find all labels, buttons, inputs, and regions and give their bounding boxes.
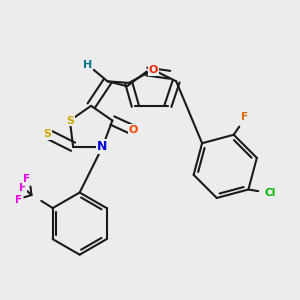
Text: F: F	[241, 112, 248, 122]
Text: S: S	[43, 129, 51, 139]
Text: F: F	[23, 174, 30, 184]
Text: S: S	[66, 116, 74, 126]
Text: O: O	[129, 125, 138, 135]
Text: H: H	[83, 60, 92, 70]
Text: Cl: Cl	[264, 188, 275, 198]
Text: N: N	[98, 140, 108, 153]
Text: O: O	[148, 65, 158, 75]
Text: F: F	[15, 195, 22, 205]
Text: F: F	[19, 183, 26, 193]
